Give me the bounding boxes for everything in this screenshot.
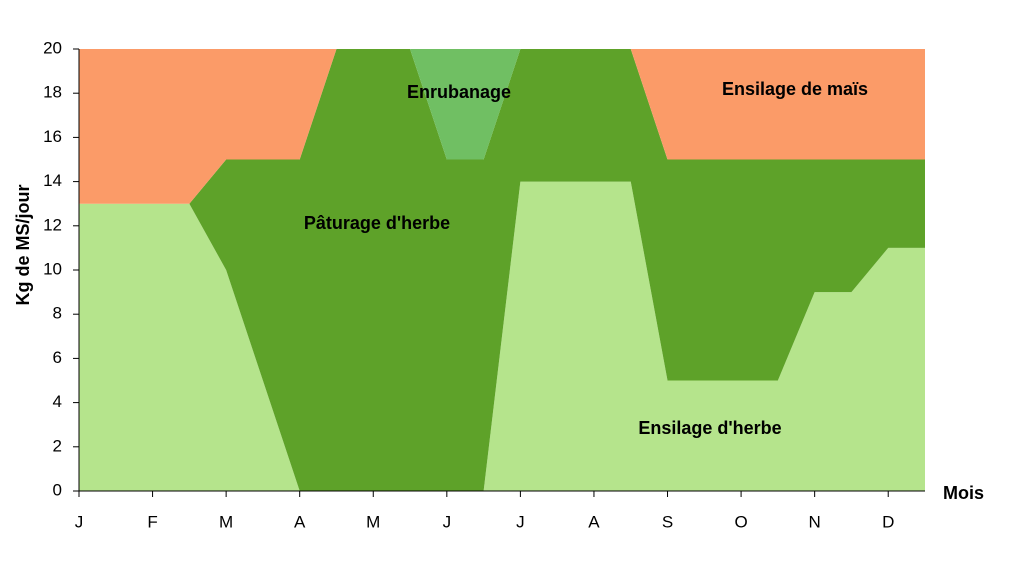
y-tick-label: 20 <box>43 38 62 57</box>
y-tick-label: 18 <box>43 83 62 102</box>
x-tick-label: J <box>443 512 452 531</box>
area-label: Ensilage de maïs <box>722 79 868 99</box>
x-tick-label: M <box>366 512 380 531</box>
x-tick-label: J <box>75 512 84 531</box>
y-tick-label: 0 <box>53 480 62 499</box>
y-tick-label: 10 <box>43 259 62 278</box>
area-label: Pâturage d'herbe <box>304 213 450 233</box>
axes: 0 2 4 6 8 10 12 14 16 18 20 J F M A M J J A S O N D <box>43 38 925 531</box>
y-tick-label: 16 <box>43 127 62 146</box>
x-tick-label: A <box>294 512 306 531</box>
y-tick-label: 8 <box>53 304 62 323</box>
x-tick-label: M <box>219 512 233 531</box>
x-tick-label: D <box>882 512 894 531</box>
x-tick-label: A <box>588 512 600 531</box>
x-tick-label: J <box>516 512 525 531</box>
areas <box>79 49 925 491</box>
y-tick-label: 2 <box>53 436 62 455</box>
y-tick-label: 4 <box>53 392 62 411</box>
x-tick-label: O <box>734 512 747 531</box>
area <box>79 49 925 204</box>
x-tick-label: N <box>809 512 821 531</box>
y-tick-label: 6 <box>53 348 62 367</box>
y-tick-label: 14 <box>43 171 62 190</box>
x-tick-label: F <box>147 512 157 531</box>
area-label: Ensilage d'herbe <box>638 418 781 438</box>
y-axis-label: Kg de MS/jour <box>13 185 33 306</box>
x-axis-label: Mois <box>943 483 984 503</box>
area-label: Enrubanage <box>407 82 511 102</box>
area <box>79 49 925 204</box>
x-tick-label: S <box>662 512 673 531</box>
area <box>79 181 925 491</box>
y-tick-label: 12 <box>43 215 62 234</box>
